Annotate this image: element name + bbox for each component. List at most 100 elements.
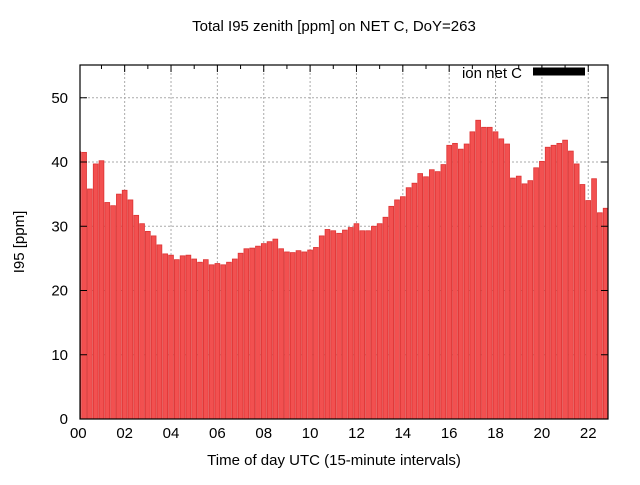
bar [400,196,406,420]
plot-border [79,64,609,420]
bar [486,126,493,420]
bar [423,176,429,420]
bar [133,214,140,420]
bar [382,216,389,420]
bar [342,229,348,420]
legend-label: ion net C [462,65,522,82]
bar [579,184,586,420]
legend-swatch [533,67,585,76]
bar [197,261,203,420]
bar [544,146,551,420]
bar [539,160,545,420]
bar [185,254,192,420]
bar [446,144,452,420]
bar [562,139,568,420]
y-tick-label: 0 [60,411,68,428]
bar [463,143,470,420]
bar [434,171,441,420]
bar [527,180,534,420]
legend: ion net C [462,65,585,82]
bar [336,232,342,420]
y-tick-label: 20 [51,283,68,300]
plot-frame-layer [79,64,609,420]
bar [150,235,157,420]
bar [411,182,418,420]
bar [313,247,319,420]
bar [301,251,308,420]
x-tick-label: 22 [580,425,597,442]
bar [278,248,284,420]
y-tick-label: 50 [51,90,68,107]
bar [121,189,128,420]
y-tick-label: 40 [51,154,68,171]
bar [202,259,209,420]
bar [353,223,360,420]
bar [481,126,487,420]
bar [324,229,331,420]
bar [289,252,296,420]
bar [452,142,458,420]
bar [156,244,163,420]
bar [127,199,134,420]
bar [295,250,302,420]
bar [405,187,412,420]
bar [359,230,366,420]
x-tick-label: 14 [394,425,411,442]
bar [498,138,505,420]
bar [388,205,395,420]
bar [440,164,447,420]
bar [237,252,244,420]
bar [556,142,563,420]
bar [510,177,516,420]
bar [533,167,539,420]
bar [139,223,145,420]
bar [87,188,93,420]
bar [208,264,215,420]
x-tick-label: 04 [163,425,180,442]
y-axis-title: I95 [ppm] [11,211,28,274]
x-tick-label: 12 [348,425,365,442]
bar [162,253,169,420]
bar [191,258,198,420]
x-tick-label: 18 [487,425,504,442]
x-tick-label: 08 [255,425,272,442]
bar [231,258,238,420]
bars-layer [79,119,609,420]
bar [179,255,186,420]
bar [417,173,424,420]
bar [255,245,261,420]
x-axis-title: Time of day UTC (15-minute intervals) [207,452,461,469]
x-tick-label: 02 [116,425,133,442]
bar [475,119,481,420]
bar [469,131,476,420]
bar [492,131,499,420]
bar [318,235,325,420]
bar [591,178,597,420]
bar [428,169,435,420]
bar [597,212,603,420]
bar [81,151,87,420]
bar [376,223,383,420]
ticks-layer [80,65,608,356]
bar [272,238,279,420]
x-tick-label: 06 [209,425,226,442]
bar [92,163,99,420]
bar [347,227,354,420]
bar [568,150,574,420]
bar [243,248,250,420]
bar [260,243,267,420]
bar [168,254,174,420]
bar [110,205,116,420]
bar [284,251,290,420]
bar [573,163,580,420]
bar [602,207,609,420]
bar [104,202,111,420]
x-tick-label: 20 [534,425,551,442]
bar [145,230,151,420]
bar [515,175,522,420]
y-tick-label: 30 [51,218,68,235]
bar [394,199,400,420]
bar [457,148,464,420]
